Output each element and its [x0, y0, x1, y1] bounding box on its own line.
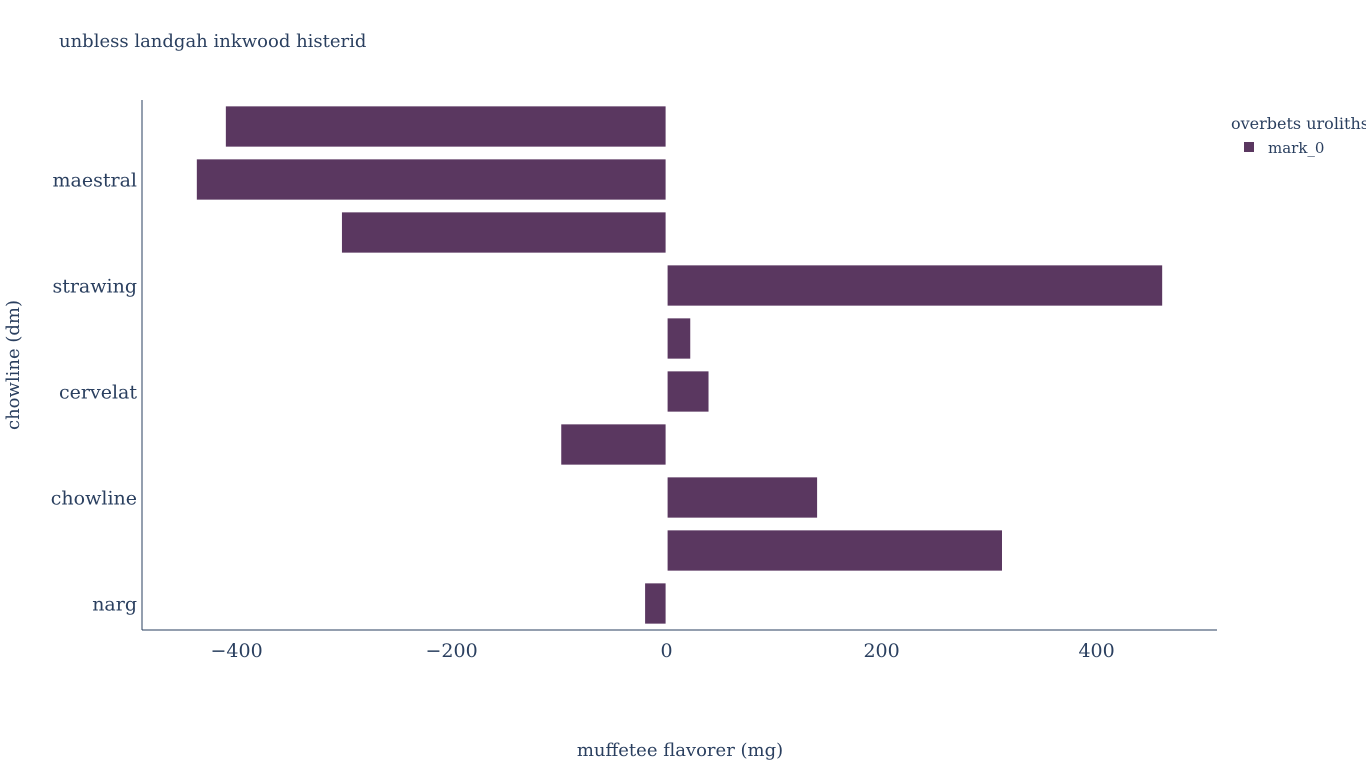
bar-0[interactable] — [225, 106, 666, 147]
y-tick-label: cervelat — [59, 382, 137, 404]
bar-7[interactable] — [667, 477, 818, 518]
bar-2[interactable] — [341, 212, 666, 253]
legend: overbets uroliths mark_0 — [1231, 114, 1366, 157]
y-tick-label: chowline — [51, 488, 137, 510]
legend-label-mark-0[interactable]: mark_0 — [1268, 139, 1324, 157]
y-axis-title: chowline (dm) — [3, 300, 24, 430]
x-tick-labels: −400 −200 0 200 400 — [211, 640, 1115, 662]
y-tick-labels: maestral strawing cervelat chowline narg — [51, 170, 138, 616]
bar-5[interactable] — [667, 371, 709, 412]
x-tick-label: 0 — [661, 640, 673, 662]
bar-4[interactable] — [667, 318, 691, 359]
y-tick-label: strawing — [52, 276, 137, 298]
bar-1[interactable] — [196, 159, 666, 200]
x-tick-label: 400 — [1078, 640, 1114, 662]
bar-9[interactable] — [645, 583, 666, 624]
x-axis-title: muffetee flavorer (mg) — [577, 740, 783, 761]
bar-6[interactable] — [561, 424, 666, 465]
bars-group — [196, 106, 1163, 624]
y-tick-label: narg — [92, 594, 137, 616]
x-tick-label: 200 — [863, 640, 899, 662]
x-tick-label: −400 — [211, 640, 263, 662]
chart-title: unbless landgah inkwood histerid — [59, 31, 366, 52]
y-tick-label: maestral — [53, 170, 137, 192]
x-tick-label: −200 — [426, 640, 478, 662]
bar-8[interactable] — [667, 530, 1002, 571]
legend-swatch-mark-0[interactable] — [1244, 142, 1254, 152]
bar-3[interactable] — [667, 265, 1163, 306]
legend-title: overbets uroliths — [1231, 114, 1366, 133]
